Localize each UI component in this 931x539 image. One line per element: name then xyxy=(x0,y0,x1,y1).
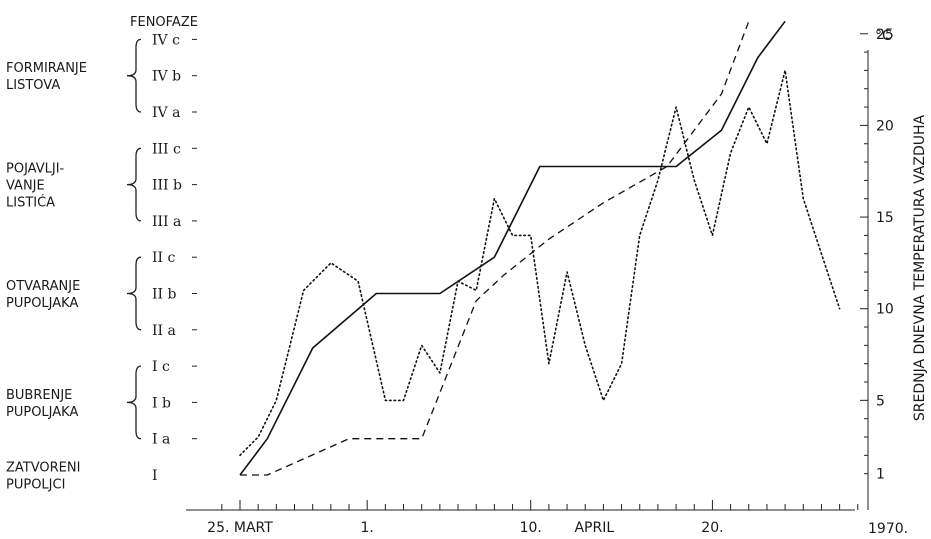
temp-tick-label: 20 xyxy=(876,118,894,134)
phase-level-label: II b xyxy=(152,287,177,303)
phase-group-label: POJAVLJI- xyxy=(6,162,65,177)
phase-level-label: III a xyxy=(152,214,181,230)
phase-group-labels: ZATVORENI PUPOLJCI BUBRENJE PUPOLJAKA OTVARA… xyxy=(6,38,142,493)
x-tick-label: 20. xyxy=(701,520,723,536)
series-lines xyxy=(239,20,841,476)
phase-level-label: I a xyxy=(152,432,170,448)
phase-level-label: III c xyxy=(152,141,181,157)
phase-group-label: OTVARANJE xyxy=(6,279,80,294)
series-dashed-line xyxy=(240,21,750,476)
phase-group-brace xyxy=(126,365,142,440)
x-tick-label: 10. xyxy=(520,520,542,536)
temp-tick-label: 1 xyxy=(876,467,885,483)
temperature-unit: °C xyxy=(875,28,892,44)
phase-group-brace xyxy=(126,147,142,222)
phase-level-label: I xyxy=(152,468,158,484)
x-tick-label: 25. MART xyxy=(207,520,273,536)
x-tick-label: APRIL xyxy=(574,520,614,536)
phase-level-label: IV c xyxy=(152,32,180,48)
phase-group-label: LISTOVA xyxy=(6,78,60,93)
phase-group-label: ZATVORENI xyxy=(6,461,80,476)
series-solid-line xyxy=(239,20,786,476)
phase-level-label: III b xyxy=(152,178,182,194)
phase-group-label: PUPOLJCI xyxy=(6,478,65,493)
temperature-axis-title: SREDNJA DNEVNA TEMPERATURA VAZDUHA xyxy=(912,114,928,421)
phase-level-label: I b xyxy=(152,395,171,411)
phase-group-brace xyxy=(126,256,142,331)
phase-level-label: II c xyxy=(152,250,176,266)
phase-level-label: II a xyxy=(152,323,176,339)
x-tick-label: 1. xyxy=(361,520,374,536)
phase-group-label: VANJE xyxy=(6,179,45,194)
temp-tick-label: 10 xyxy=(876,302,894,318)
phase-group-label: FORMIRANJE xyxy=(6,61,87,76)
phase-level-label: IV a xyxy=(152,105,180,121)
x-axis-ticks xyxy=(221,500,859,510)
phase-group-label: BUBRENJE xyxy=(6,388,72,403)
year-label: 1970. xyxy=(868,521,908,537)
temp-tick-label: 25 xyxy=(876,27,894,43)
phase-level-label: IV b xyxy=(152,69,181,85)
phase-group-brace xyxy=(126,38,142,113)
temp-tick-label: 5 xyxy=(876,393,885,409)
phase-level-label: I c xyxy=(152,359,170,375)
chart-title: FENOFAZE xyxy=(130,15,198,30)
phase-group-label: PUPOLJAKA xyxy=(6,405,78,420)
x-axis-tick-labels: 25. MART 1. 10. APRIL 20. xyxy=(207,520,723,536)
series-dotted-line xyxy=(239,69,841,457)
phase-group-label: LISTIĆA xyxy=(6,195,55,211)
phase-group-label: PUPOLJAKA xyxy=(6,296,78,311)
temp-tick-label: 15 xyxy=(876,210,894,226)
